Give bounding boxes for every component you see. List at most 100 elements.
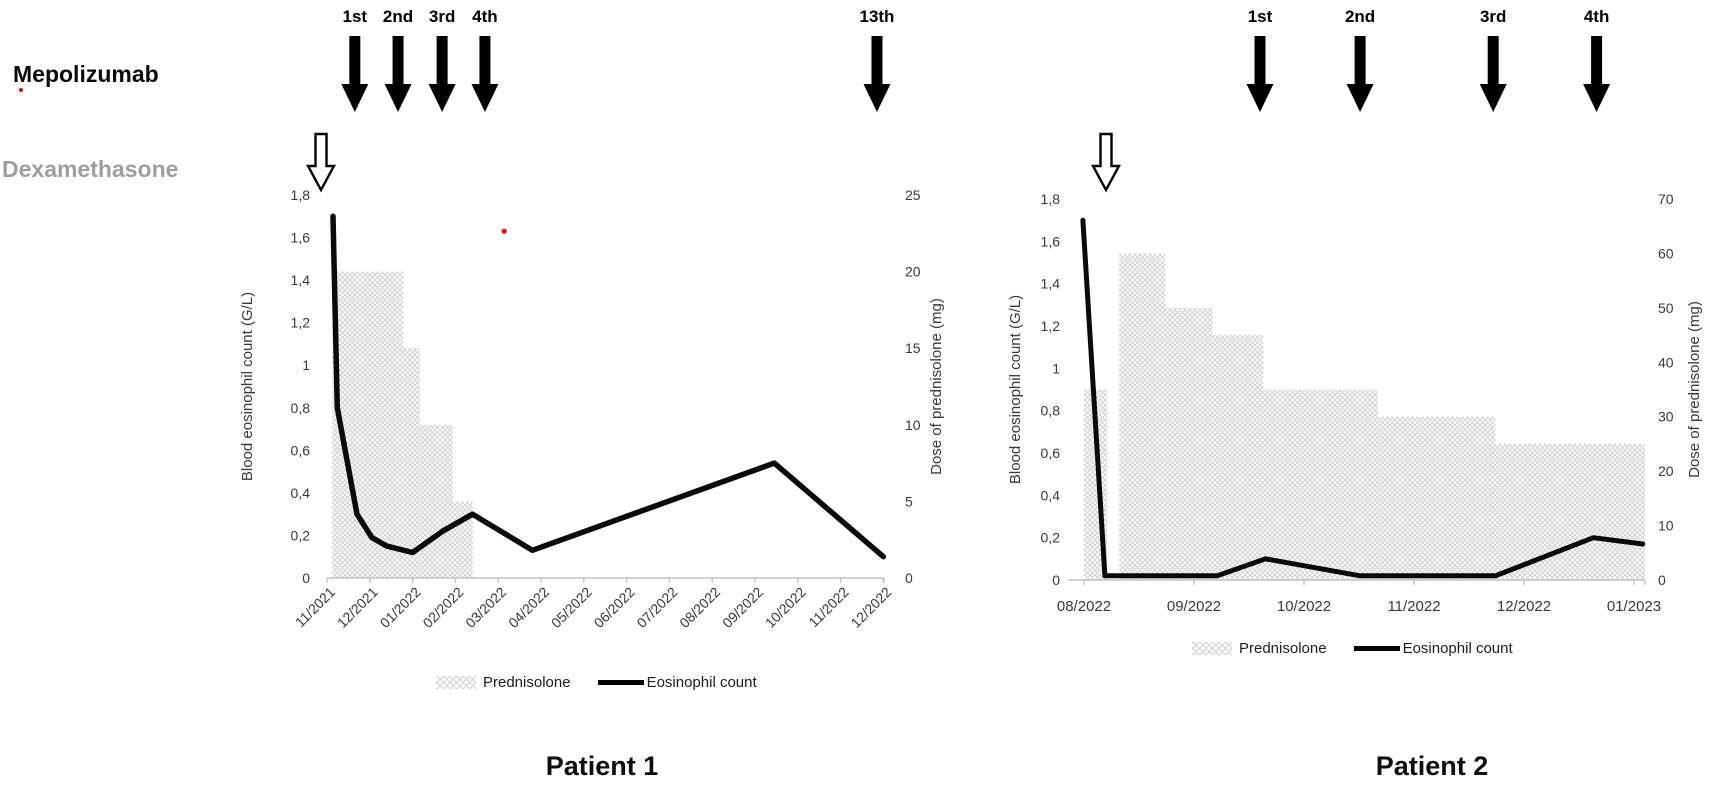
x-tick-label: 11/2022 [805,584,852,631]
dexamethasone-arrow-icon [305,132,337,193]
right-axis-title: Dose of prednisolone (mg) [1686,301,1703,478]
left-axis-tick-label: 0,2 [1041,530,1061,546]
mepolizumab-label: Mepolizumab [13,61,159,87]
mepolizumab-arrow-icon [1479,36,1507,112]
left-axis-tick-label: 1 [1052,360,1060,376]
caption-patient2: Patient 2 [1375,751,1489,781]
eosinophil-count-line [1080,217,1646,579]
right-axis-tick-label: 5 [905,493,913,509]
left-axis-tick-label: 0,8 [1041,403,1061,419]
left-axis-tick-label: 1,6 [291,230,311,246]
eosinophil-count-line [330,213,887,560]
prednisolone-step-50mg [1165,307,1213,580]
left-axis-tick-label: 0 [302,570,310,586]
mepolizumab-arrow-icon [384,36,412,112]
legend-label-prednisolone: Prednisolone [483,674,571,691]
mepolizumab-arrow-icon [1246,36,1274,112]
prednisolone-pattern-swatch [1192,642,1232,655]
prednisolone-step-60mg [1119,253,1166,580]
prednisolone-step-45mg [1212,335,1264,580]
right-axis-tick-label: 70 [1658,191,1674,207]
prednisolone-step-10mg [419,424,453,578]
left-axis-tick-label: 1,4 [1041,276,1061,292]
mepolizumab-arrow-icon [471,36,499,112]
x-tick-label: 10/2022 [762,584,809,631]
x-tick-label: 03/2022 [462,584,509,631]
mepolizumab-arrow-icon [341,36,369,112]
prednisolone-step-25mg [1495,443,1645,580]
left-axis-tick-label: 1,4 [291,272,311,288]
left-axis-tick-label: 0,4 [291,485,311,501]
x-tick-label: 12/2022 [847,584,894,631]
right-axis-tick-label: 20 [1658,463,1674,479]
right-axis-tick-label: 30 [1658,409,1674,425]
red-speck-artifact [19,88,23,92]
right-axis-tick-label: 20 [905,264,921,280]
legend-label-prednisolone: Prednisolone [1239,640,1327,657]
x-tick-label: 10/2022 [1277,598,1331,615]
mepolizumab-dose-label: 2nd [383,7,413,26]
left-axis-tick-label: 1,2 [1041,318,1061,334]
left-axis-tick-label: 1,6 [1041,233,1061,249]
legend-label-eosinophil: Eosinophil count [646,674,757,691]
left-axis-tick-label: 0,6 [291,442,311,458]
right-axis-tick-label: 10 [905,417,921,433]
legend-label-eosinophil: Eosinophil count [1402,640,1513,657]
mepolizumab-dose-label: 1st [1248,7,1273,26]
left-axis-tick-label: 0,8 [291,400,311,416]
right-axis-tick-label: 40 [1658,354,1674,370]
mepolizumab-dose-label: 3rd [429,7,455,26]
x-tick-label: 06/2022 [591,584,638,631]
left-axis-tick-label: 0,6 [1041,445,1061,461]
left-axis-title: Blood eosinophil count (G/L) [239,292,256,481]
x-tick-label: 09/2022 [1167,598,1221,615]
mepolizumab-dose-label: 1st [343,7,368,26]
mepolizumab-dose-label: 13th [859,7,894,26]
left-axis-tick-label: 1,2 [291,315,311,331]
left-axis-tick-label: 1,8 [291,187,311,203]
caption-patient1: Patient 1 [545,751,659,781]
x-tick-label: 02/2022 [419,584,466,631]
prednisolone-pattern-swatch [436,676,476,689]
right-axis-title: Dose of prednisolone (mg) [928,298,945,475]
left-axis-tick-label: 0 [1052,572,1060,588]
x-tick-label: 11/2022 [1387,598,1440,615]
mepolizumab-dose-label: 4th [472,7,498,26]
mepolizumab-dose-label: 2nd [1345,7,1375,26]
mepolizumab-arrow-icon [1346,36,1374,112]
left-axis-title: Blood eosinophil count (G/L) [1007,295,1024,484]
left-axis-tick-label: 1 [302,357,310,373]
legend-patient2: Prednisolone Eosinophil count [1192,640,1513,657]
legend-patient1: Prednisolone Eosinophil count [436,674,757,691]
mepolizumab-arrow-icon [863,36,891,112]
x-tick-label: 01/2022 [377,584,424,631]
left-axis-tick-label: 0,4 [1041,487,1061,503]
right-axis-tick-label: 0 [1658,572,1666,588]
right-axis-tick-label: 25 [905,187,921,203]
x-tick-label: 12/2021 [334,584,381,631]
prednisolone-step-15mg [403,348,420,578]
dexamethasone-label: Dexamethasone [2,156,179,182]
chart-patient2: 08/2022 09/2022 10/2022 11/2022 12/2022 01/20… [1007,7,1703,615]
x-tick-label: 08/2022 [676,584,723,631]
right-axis-tick-label: 15 [905,340,921,356]
mepolizumab-dose-label: 4th [1584,7,1610,26]
x-tick-label: 12/2022 [1497,598,1551,615]
eosinophil-line-swatch [1353,646,1400,651]
prednisolone-step-30mg [1377,416,1496,580]
mepolizumab-arrow-icon [428,36,456,112]
chart-patient1: 11/202112/202101/202202/202203/202204/20… [239,7,945,631]
x-tick-label: 04/2022 [505,584,552,631]
x-tick-label: 09/2022 [719,584,766,631]
left-axis-tick-label: 0,2 [291,527,311,543]
right-axis-tick-label: 60 [1658,245,1674,261]
left-axis-tick-label: 1,8 [1041,191,1061,207]
prednisolone-step-35mg [1263,389,1378,580]
eosinophil-line-swatch [597,680,644,685]
mepolizumab-dose-label: 3rd [1480,7,1506,26]
dexamethasone-arrow-icon [1090,132,1122,193]
x-tick-label: 08/2022 [1057,598,1111,615]
x-tick-label: 11/2021 [292,584,339,631]
